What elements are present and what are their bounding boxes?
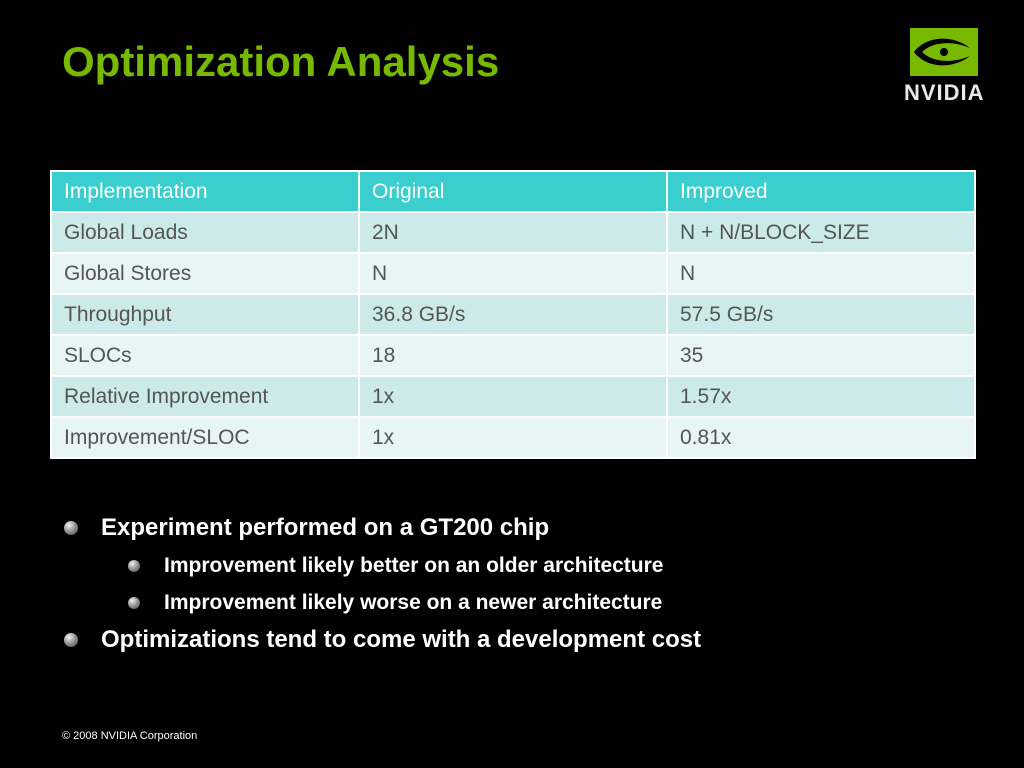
sub-bullet-text: Improvement likely worse on a newer arch…: [164, 591, 663, 614]
table-cell: 1x: [358, 375, 668, 418]
bullet-text: Optimizations tend to come with a develo…: [101, 626, 702, 653]
table-cell: N + N/BLOCK_SIZE: [666, 211, 976, 254]
footer-copyright: © 2008 NVIDIA Corporation: [62, 730, 198, 742]
table-cell: SLOCs: [50, 334, 360, 377]
table-cell: Global Stores: [50, 252, 360, 295]
optimization-table: Implementation Original Improved Global …: [50, 170, 976, 459]
table-cell: 18: [358, 334, 668, 377]
table-row: Throughput 36.8 GB/s 57.5 GB/s: [50, 293, 976, 336]
table-cell: Improvement/SLOC: [50, 416, 360, 459]
table-cell: Global Loads: [50, 211, 360, 254]
table-row: Global Loads 2N N + N/BLOCK_SIZE: [50, 211, 976, 254]
table-cell: 1x: [358, 416, 668, 459]
table-cell: 0.81x: [666, 416, 976, 459]
table-cell: 1.57x: [666, 375, 976, 418]
bullet-list: Experiment performed on a GT200 chip Imp…: [64, 512, 964, 662]
header-improved: Improved: [666, 170, 976, 213]
bullet-text: Experiment performed on a GT200 chip: [101, 514, 550, 541]
table-cell: 36.8 GB/s: [358, 293, 668, 336]
table-cell: 2N: [358, 211, 668, 254]
bullet-dot-icon: [128, 560, 140, 572]
table-cell: Throughput: [50, 293, 360, 336]
nvidia-wordmark: NVIDIA: [904, 80, 985, 105]
table-row: Relative Improvement 1x 1.57x: [50, 375, 976, 418]
table-row: Global Stores N N: [50, 252, 976, 295]
table-cell: N: [666, 252, 976, 295]
bullet-dot-icon: [64, 521, 78, 535]
sub-bullet-item: Improvement likely worse on a newer arch…: [64, 587, 964, 624]
bullet-dot-icon: [64, 633, 78, 647]
bullet-item: Experiment performed on a GT200 chip: [64, 512, 964, 550]
table-header-row: Implementation Original Improved: [50, 170, 976, 213]
table-cell: 35: [666, 334, 976, 377]
table-cell: Relative Improvement: [50, 375, 360, 418]
sub-bullet-item: Improvement likely better on an older ar…: [64, 550, 964, 587]
table-row: SLOCs 18 35: [50, 334, 976, 377]
table-cell: N: [358, 252, 668, 295]
sub-bullet-text: Improvement likely better on an older ar…: [164, 554, 664, 577]
bullet-item: Optimizations tend to come with a develo…: [64, 624, 964, 662]
nvidia-logo: NVIDIA: [900, 26, 1004, 105]
table-row: Improvement/SLOC 1x 0.81x: [50, 416, 976, 459]
nvidia-eye-icon: [910, 28, 978, 76]
header-original: Original: [358, 170, 668, 213]
header-implementation: Implementation: [50, 170, 360, 213]
bullet-dot-icon: [128, 597, 140, 609]
table-cell: 57.5 GB/s: [666, 293, 976, 336]
slide-title: Optimization Analysis: [62, 38, 500, 85]
